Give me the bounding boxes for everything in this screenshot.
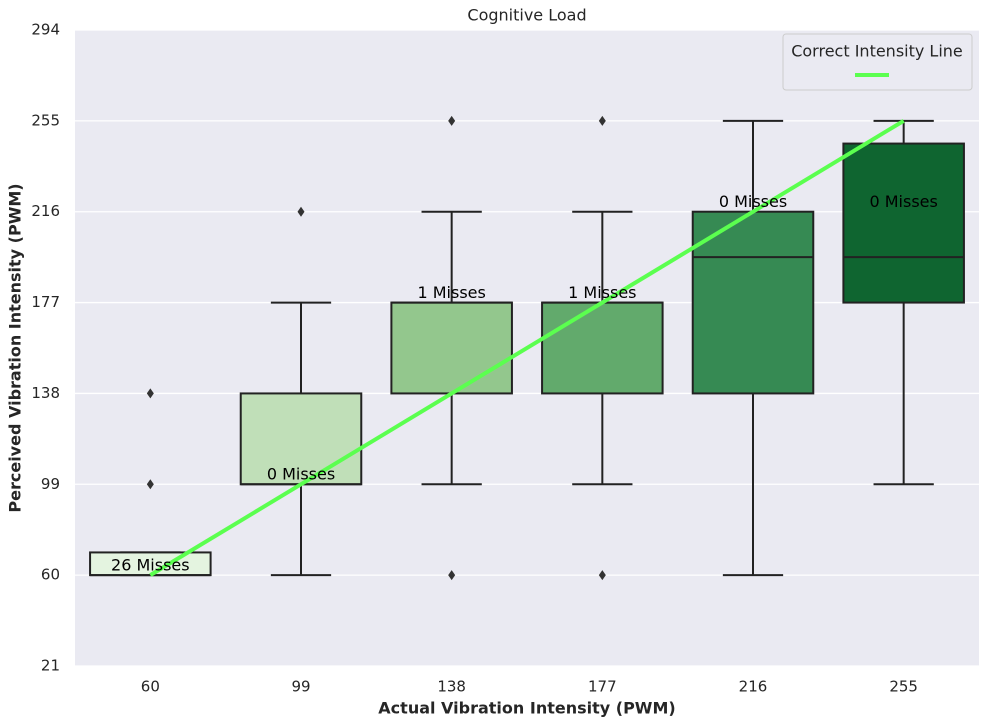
y-tick-label: 21 <box>41 657 60 675</box>
y-tick-label: 138 <box>31 384 60 402</box>
outlier <box>598 115 606 126</box>
box <box>842 142 965 304</box>
y-tick-label: 216 <box>31 202 60 220</box>
reference-line <box>149 119 905 577</box>
y-axis-label: Perceived Vibration Intensity (PWM) <box>6 183 25 512</box>
x-tick-label: 99 <box>291 678 310 696</box>
outlier <box>448 570 456 581</box>
y-tick-label: 99 <box>41 475 60 493</box>
annotation: 1 Misses <box>417 283 485 302</box>
legend-label: Correct Intensity Line <box>791 42 963 61</box>
annotation: 26 Misses <box>111 555 190 574</box>
box <box>541 301 664 395</box>
x-tick-label: 255 <box>889 678 918 696</box>
x-tick-label: 60 <box>141 678 160 696</box>
x-axis-label: Actual Vibration Intensity (PWM) <box>378 699 675 718</box>
y-tick-label: 294 <box>31 21 60 39</box>
box <box>691 210 815 395</box>
outlier <box>598 570 606 581</box>
box <box>239 392 363 486</box>
box <box>390 301 513 395</box>
chart-title: Cognitive Load <box>467 6 586 25</box>
annotation: 1 Misses <box>568 283 636 302</box>
x-tick-label: 177 <box>588 678 617 696</box>
y-tick-label: 177 <box>31 293 60 311</box>
x-tick-label: 216 <box>739 678 768 696</box>
annotation: 0 Misses <box>267 464 335 483</box>
x-tick-label: 138 <box>437 678 466 696</box>
outlier <box>146 388 154 399</box>
y-tick-label: 255 <box>31 111 60 129</box>
annotation: 0 Misses <box>869 192 937 211</box>
outlier <box>146 479 154 490</box>
annotation: 0 Misses <box>719 192 787 211</box>
legend: Correct Intensity Line <box>782 33 973 91</box>
legend-box <box>782 33 973 91</box>
y-tick-label: 60 <box>41 566 60 584</box>
outlier <box>448 115 456 126</box>
outlier <box>297 206 305 217</box>
